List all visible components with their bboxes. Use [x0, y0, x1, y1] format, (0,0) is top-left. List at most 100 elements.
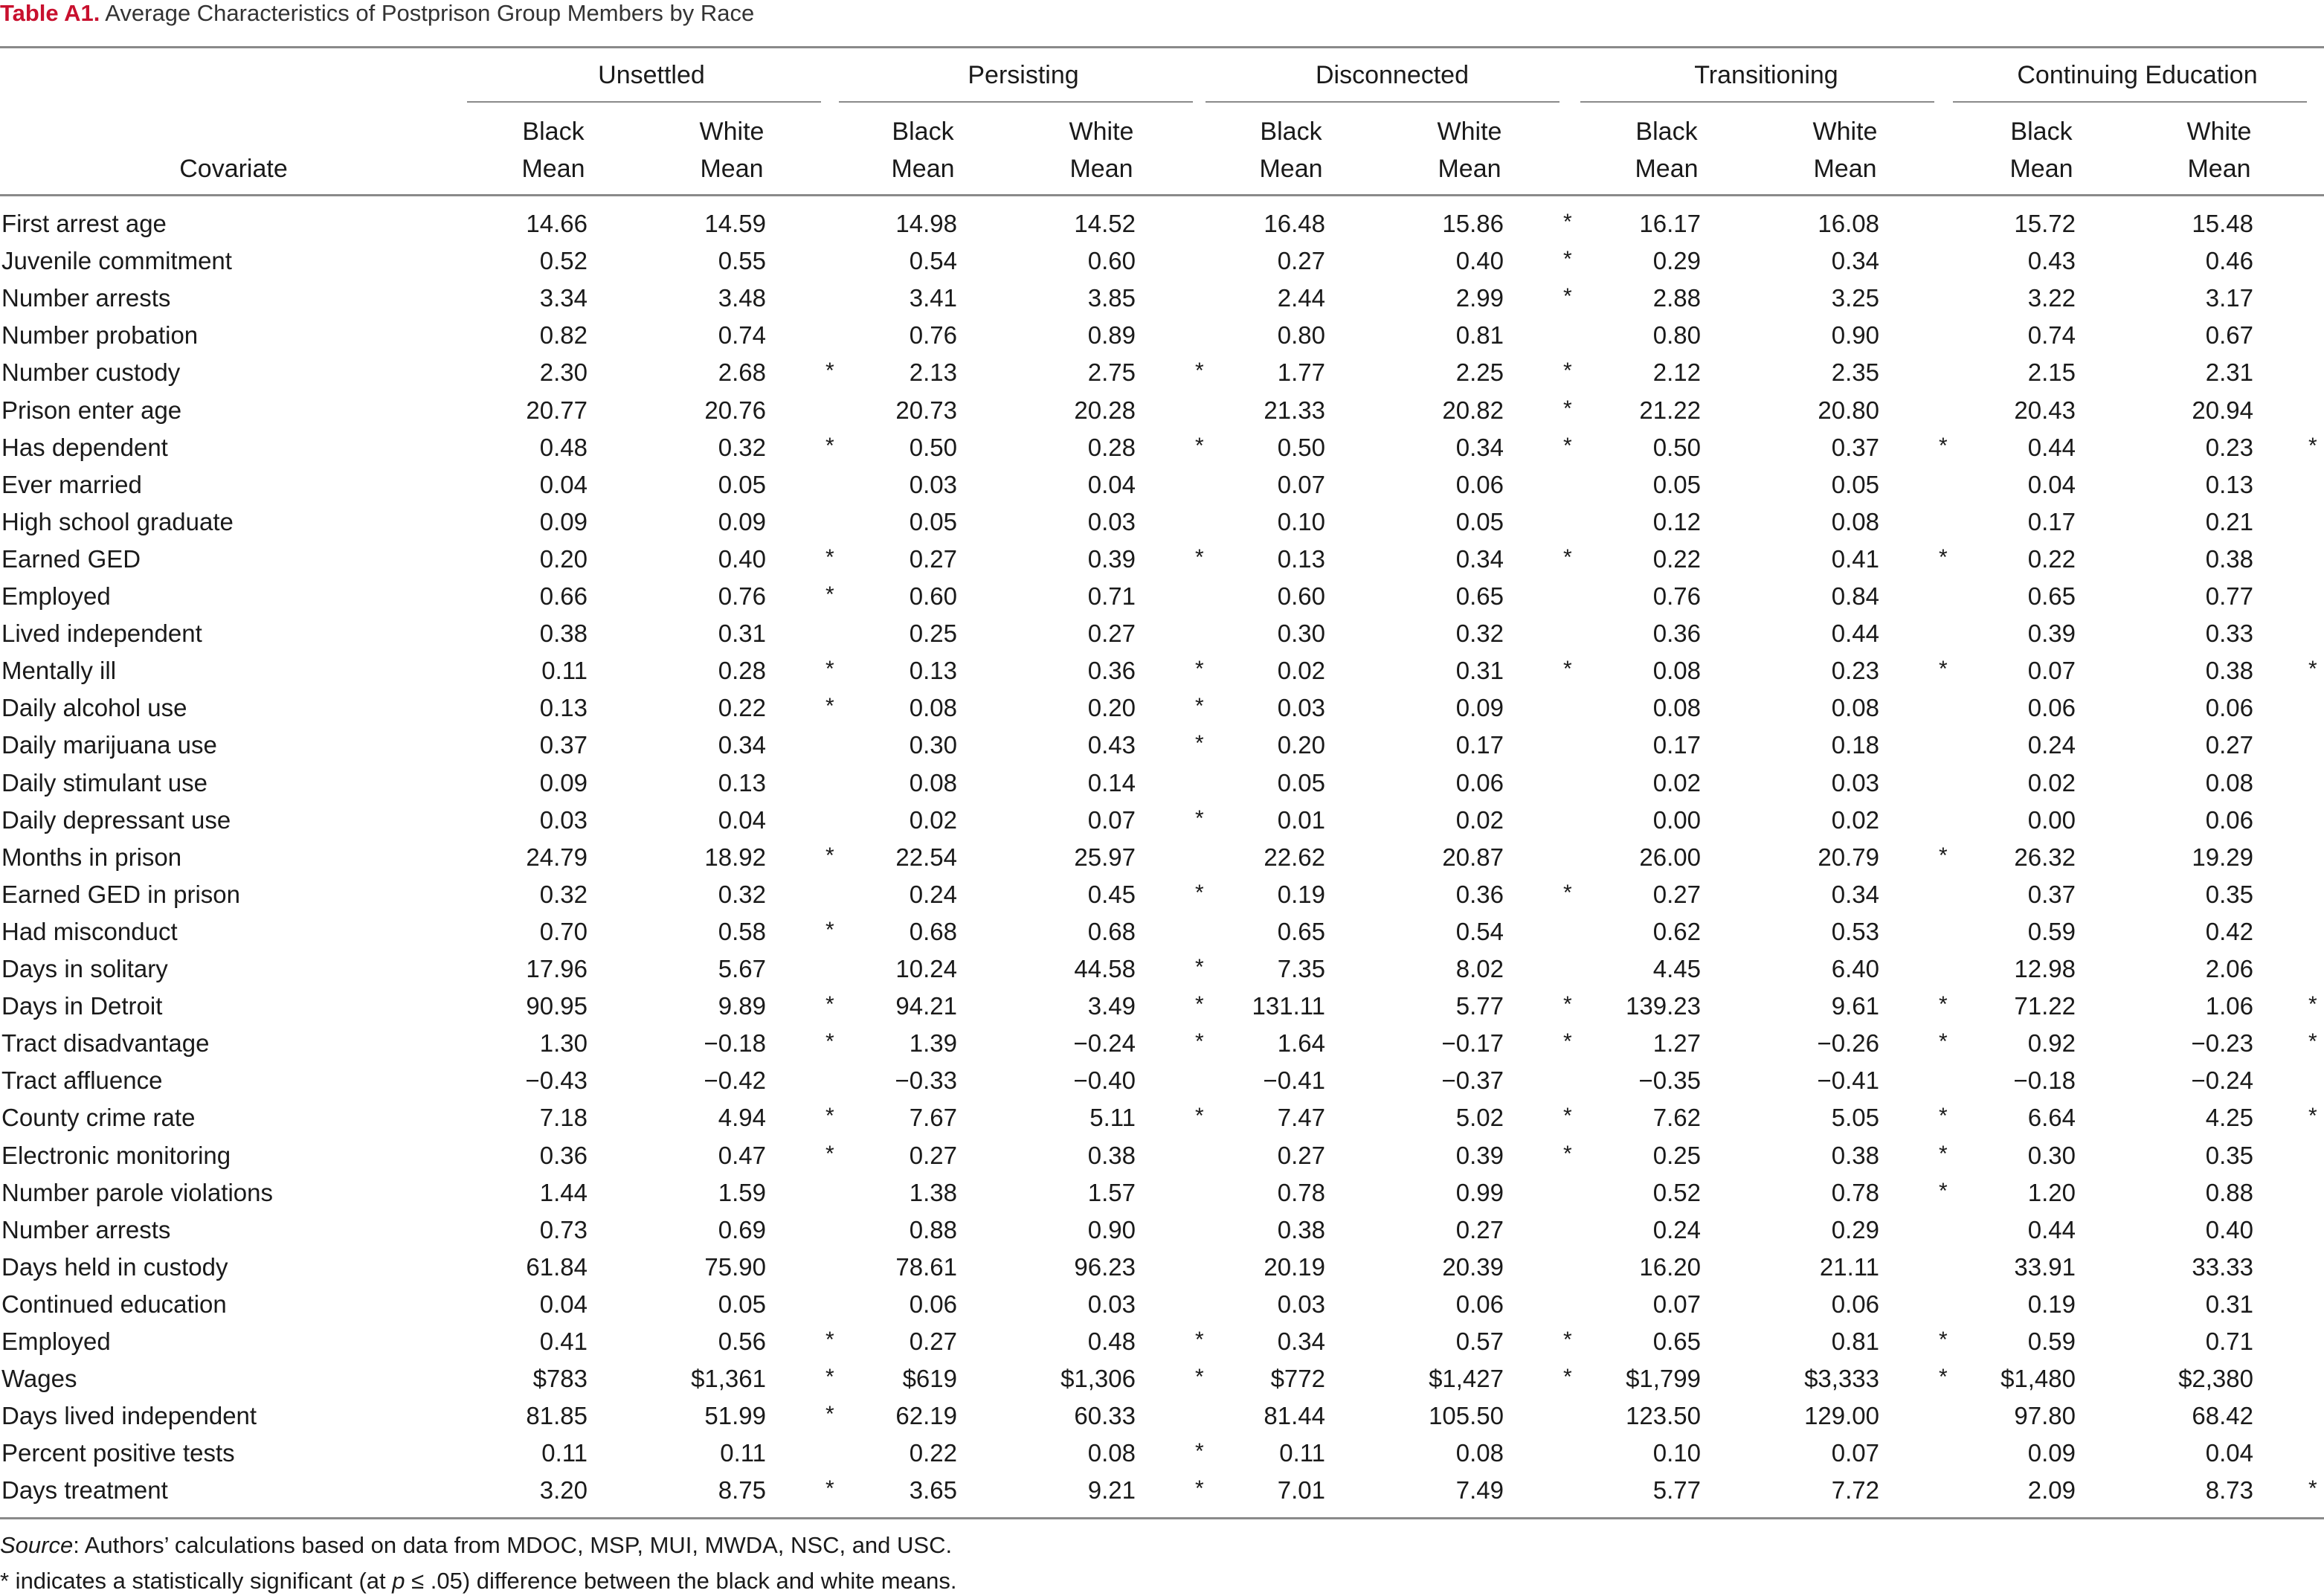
white-mean-value: 5.67: [718, 955, 766, 982]
white-mean-value: 0.33: [2205, 620, 2253, 648]
significance-marker: *: [1563, 284, 1572, 309]
black-mean-value: 0.06: [909, 1290, 957, 1318]
group-header: Unsettled: [598, 61, 705, 89]
white-mean-value: 4.25: [2205, 1104, 2253, 1132]
white-mean-value: 0.31: [2205, 1290, 2253, 1318]
white-mean-value: 1.06: [2205, 992, 2253, 1020]
black-mean-value: 131.11: [1252, 992, 1325, 1020]
white-mean-value: 0.06: [1455, 1290, 1504, 1318]
white-mean-value: 0.09: [1455, 694, 1504, 722]
black-mean-value: 0.19: [2027, 1290, 2076, 1318]
covariate-label: Employed: [1, 1328, 111, 1355]
black-mean-value: 3.41: [909, 284, 957, 312]
white-mean-value: 0.35: [2205, 880, 2253, 908]
black-mean-value: 0.24: [2027, 731, 2076, 759]
white-mean-value: 0.27: [2205, 731, 2253, 759]
white-mean-value: 5.77: [1455, 992, 1504, 1020]
significance-marker: *: [1563, 544, 1572, 570]
black-mean-value: 0.66: [539, 582, 588, 610]
significance-marker: *: [1563, 210, 1572, 234]
white-mean-value: 0.32: [718, 433, 766, 461]
significance-marker: *: [1195, 544, 1204, 570]
white-mean-value: 0.74: [718, 321, 766, 350]
significance-marker: *: [1195, 1104, 1204, 1129]
black-mean-value: −0.35: [1638, 1066, 1702, 1095]
white-mean-value: 0.55: [718, 247, 766, 275]
black-mean-value: 0.27: [909, 1328, 957, 1355]
white-mean-value: 3.49: [1087, 992, 1136, 1020]
covariate-label: Wages: [1, 1365, 77, 1393]
black-mean-header-sub: Mean: [521, 155, 585, 183]
black-mean-value: 1.64: [1277, 1029, 1325, 1058]
white-mean-value: 20.28: [1074, 396, 1136, 424]
black-mean-value: 0.17: [1652, 731, 1701, 759]
covariate-label: Mentally ill: [1, 657, 117, 685]
white-mean-header: White: [1812, 118, 1878, 146]
white-mean-value: 0.47: [718, 1141, 766, 1169]
white-mean-value: 0.03: [1087, 1290, 1136, 1318]
white-mean-value: 0.29: [1831, 1215, 1879, 1243]
significance-marker: *: [1563, 1365, 1572, 1390]
black-mean-value: 0.17: [2027, 507, 2076, 535]
white-mean-value: 2.06: [2205, 955, 2253, 982]
white-mean-header: White: [1437, 118, 1502, 146]
black-mean-value: 0.22: [909, 1439, 957, 1467]
white-mean-value: 0.67: [2205, 321, 2253, 350]
significance-marker: *: [1195, 1029, 1204, 1055]
black-mean-value: 0.65: [1652, 1328, 1701, 1355]
black-mean-value: 20.43: [2014, 396, 2076, 424]
white-mean-value: 0.40: [1455, 247, 1504, 275]
black-mean-value: 0.07: [1652, 1290, 1701, 1318]
black-mean-value: 0.82: [539, 321, 588, 350]
white-mean-value: 0.27: [1087, 620, 1136, 648]
black-mean-value: 0.76: [909, 321, 957, 350]
white-mean-value: 5.11: [1089, 1104, 1136, 1132]
black-mean-value: 20.19: [1264, 1252, 1325, 1281]
white-mean-value: 0.03: [1831, 768, 1879, 797]
black-mean-value: 0.27: [1277, 1141, 1325, 1169]
covariate-label: Electronic monitoring: [1, 1141, 231, 1169]
significance-marker: *: [1195, 731, 1204, 756]
white-mean-value: 0.05: [718, 1290, 766, 1318]
black-mean-header: Black: [1635, 118, 1698, 146]
black-mean-value: 2.13: [909, 358, 957, 387]
white-mean-value: 0.04: [2205, 1439, 2253, 1467]
white-mean-value: 0.34: [1455, 544, 1504, 573]
black-mean-value: $772: [1270, 1365, 1325, 1393]
significance-marker: *: [1563, 396, 1572, 421]
black-mean-value: 0.09: [539, 768, 588, 797]
white-mean-value: 0.06: [2205, 694, 2253, 722]
black-mean-value: 17.96: [526, 955, 588, 982]
white-mean-value: 8.02: [1455, 955, 1504, 982]
white-mean-value: 0.02: [1831, 805, 1879, 834]
white-mean-value: 2.75: [1087, 358, 1136, 387]
covariate-label: Tract disadvantage: [1, 1029, 210, 1058]
white-mean-header: White: [1069, 118, 1134, 146]
white-mean-value: 0.40: [718, 544, 766, 573]
black-mean-value: 1.44: [539, 1178, 588, 1206]
black-mean-header-sub: Mean: [2009, 155, 2073, 183]
black-mean-value: 16.48: [1264, 210, 1325, 237]
black-mean-value: 0.03: [539, 805, 588, 834]
significance-marker: *: [825, 582, 834, 607]
significance-marker: *: [2308, 1476, 2317, 1502]
significance-marker: *: [1939, 544, 1948, 570]
black-mean-value: 0.80: [1652, 321, 1701, 350]
black-mean-value: 0.03: [909, 470, 957, 498]
white-mean-value: 0.07: [1087, 805, 1136, 834]
significance-marker: *: [1939, 657, 1948, 682]
black-mean-value: 0.88: [909, 1215, 957, 1243]
white-mean-value: 2.99: [1455, 284, 1504, 312]
black-mean-value: 7.67: [909, 1104, 957, 1132]
white-mean-value: 0.13: [2205, 470, 2253, 498]
black-mean-value: 5.77: [1652, 1476, 1701, 1505]
black-mean-value: 0.30: [909, 731, 957, 759]
significance-marker: *: [1195, 880, 1204, 905]
black-mean-value: 26.00: [1639, 843, 1701, 871]
black-mean-value: 22.54: [895, 843, 957, 871]
black-mean-value: 1.27: [1652, 1029, 1701, 1058]
white-mean-value: 0.81: [1831, 1328, 1879, 1355]
white-mean-value: 0.09: [718, 507, 766, 535]
group-header: Transitioning: [1694, 61, 1838, 89]
black-mean-value: 0.04: [539, 1290, 588, 1318]
